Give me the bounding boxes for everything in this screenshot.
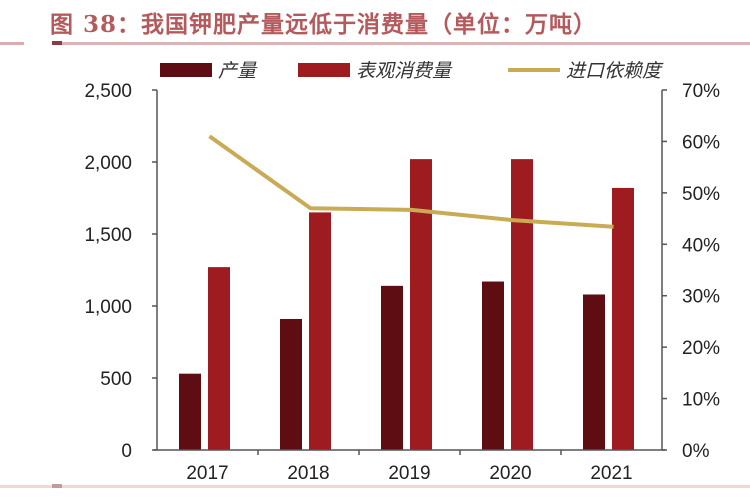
y-tick-label-right: 70% <box>682 81 720 102</box>
bar-production <box>280 318 302 450</box>
title-divider-left <box>0 42 24 45</box>
y-tick-label-left: 2,000 <box>84 153 132 174</box>
bar-production <box>381 285 403 450</box>
y-tick-label-right: 30% <box>682 287 720 308</box>
legend-swatch-consumption <box>298 62 350 77</box>
legend-item-dependency: 进口依赖度 <box>508 56 661 83</box>
x-tick-label: 2020 <box>489 463 531 484</box>
legend-label: 表观消费量 <box>356 60 452 82</box>
bar-consumption <box>511 159 533 450</box>
legend-swatch-production <box>160 62 212 77</box>
legend-label: 产量 <box>218 60 257 82</box>
line-dependency <box>208 134 614 229</box>
x-tick-label: 2019 <box>388 463 430 484</box>
legend-swatch-dependency <box>508 67 560 72</box>
bar-consumption <box>410 159 432 450</box>
footer-divider-mark <box>52 484 62 488</box>
bar-consumption <box>208 267 230 450</box>
bar-consumption <box>309 212 331 450</box>
bar-series <box>179 159 634 451</box>
x-tick-label: 2021 <box>590 463 632 484</box>
bar-production <box>179 373 201 450</box>
x-tick-label: 2017 <box>186 463 228 484</box>
y-tick-label-right: 20% <box>682 338 720 359</box>
chart-title: 图 38：我国钾肥产量远低于消费量（单位：万吨） <box>50 11 598 38</box>
legend-item-consumption: 表观消费量 <box>298 56 451 83</box>
title-divider <box>52 42 750 45</box>
bar-consumption <box>612 187 634 451</box>
y-tick-label-left: 500 <box>100 369 132 390</box>
y-tick-label-left: 1,500 <box>84 225 132 246</box>
y-tick-label-left: 1,000 <box>84 297 132 318</box>
y-tick-label-left: 2,500 <box>84 81 132 102</box>
legend-label: 进口依赖度 <box>566 60 662 82</box>
y-tick-label-right: 40% <box>682 235 720 256</box>
legend-item-production: 产量 <box>160 56 256 83</box>
y-tick-label-right: 50% <box>682 184 720 205</box>
y-tick-label-right: 60% <box>682 132 720 153</box>
y-tick-label-right: 0% <box>682 441 710 462</box>
title-divider-mark <box>52 41 62 45</box>
line-series <box>208 134 614 229</box>
axes: 2017 2018 2019 2020 2021 0 500 1,000 1,500 2,000 2… <box>84 81 720 484</box>
bar-production <box>583 294 605 450</box>
x-tick-label: 2018 <box>287 463 329 484</box>
footer-divider <box>0 485 750 488</box>
y-tick-label-left: 0 <box>121 441 132 462</box>
y-tick-label-right: 10% <box>682 390 720 411</box>
bar-production <box>482 281 504 450</box>
